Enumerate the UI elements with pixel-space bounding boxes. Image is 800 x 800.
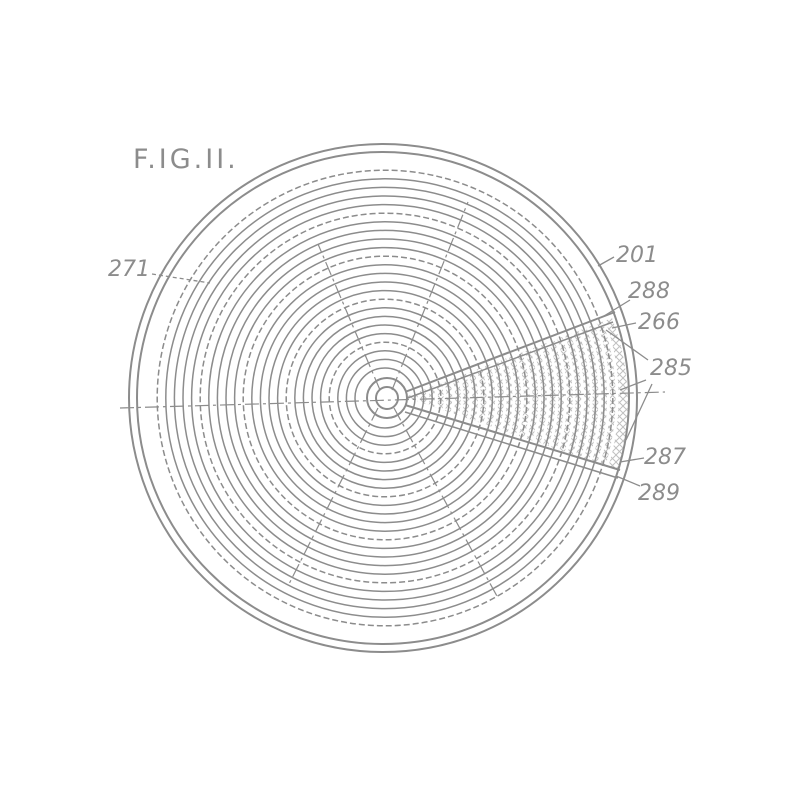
reference-numeral-266: 266 (638, 310, 680, 335)
leader-201 (597, 256, 615, 267)
radial-center-lines (119, 201, 666, 599)
reference-numeral-285: 285 (650, 356, 692, 381)
leader-285-c (625, 383, 653, 441)
reference-numeral-287: 287 (644, 445, 686, 470)
leader-285-a (605, 329, 649, 361)
radial-line-lower-right (393, 407, 499, 599)
center-hub (366, 377, 408, 419)
sector-ring-boundary (405, 345, 438, 451)
horizontal-center-line (119, 391, 666, 409)
sector-ring-boundary (405, 318, 593, 470)
sector-upper-edge (404, 311, 616, 393)
reference-numeral-288: 288 (628, 279, 670, 304)
leader-287 (619, 457, 645, 463)
radial-line-lower-left (287, 407, 379, 587)
sector-ring-boundary (405, 318, 567, 470)
inner-rim (136, 151, 630, 645)
sector-ring-boundary (405, 318, 533, 470)
sector-lower-edge-inner (404, 411, 619, 479)
sector-ring-boundary (405, 318, 490, 470)
leader-288 (603, 299, 631, 317)
outer-rim (128, 143, 638, 653)
leader-266 (611, 322, 637, 329)
sector-ring-boundary (405, 318, 619, 470)
sector-ring-boundary (405, 319, 464, 470)
sector-ring-boundary (405, 318, 559, 470)
sector-ring-boundary (405, 318, 550, 470)
sector-ring-boundary (405, 318, 585, 470)
sector-upper-edge-inner (404, 321, 614, 400)
hub-inner (375, 386, 399, 410)
radial-line-upper-left (317, 243, 381, 391)
sector-ring-boundary (405, 318, 576, 470)
leader-289 (615, 475, 641, 487)
sector-ring-boundary (405, 353, 430, 443)
reference-numeral-271: 271 (108, 257, 150, 282)
outer-housing (128, 143, 638, 653)
sector-ring-boundary (405, 362, 421, 434)
leader-271 (151, 273, 211, 284)
sector-ring-boundary (405, 318, 542, 470)
reference-numeral-201: 201 (616, 243, 658, 268)
sector-ring-boundary (405, 318, 516, 470)
sector-ring-boundary (405, 318, 507, 470)
sector-ring-boundary (405, 318, 499, 470)
reference-numeral-289: 289 (638, 481, 680, 506)
leader-285-b (619, 379, 647, 391)
sector-ring-boundary (405, 318, 610, 470)
sector-lower-edge (404, 404, 621, 471)
cutaway-sector (404, 311, 628, 479)
sector-ring-boundary (405, 318, 524, 470)
radial-line-upper-right (391, 201, 469, 391)
sector-ring-boundary (405, 318, 602, 470)
leader-lines (151, 256, 653, 487)
figure-title: F.IG.II. (133, 144, 239, 175)
hub-outer (366, 377, 408, 419)
